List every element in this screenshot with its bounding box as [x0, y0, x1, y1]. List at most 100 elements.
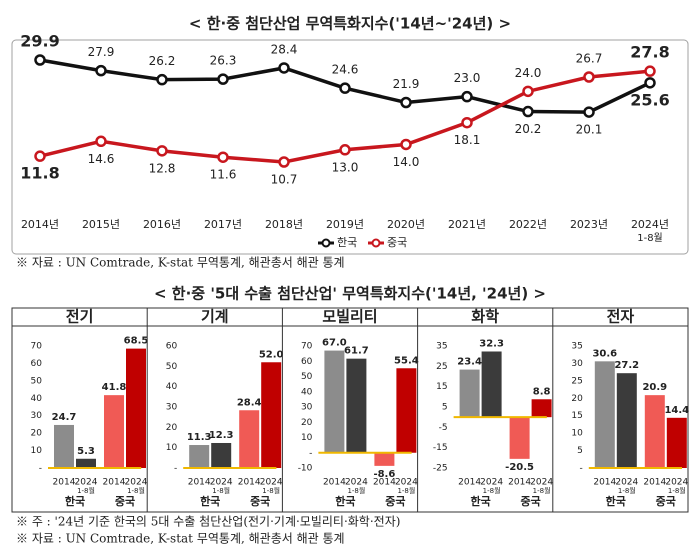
top-source: ※ 자료 : UN Comtrade, K-stat 무역통계, 해관총서 해관… [16, 256, 345, 270]
x-note: 1-8월 [483, 486, 501, 495]
data-label: 27.8 [630, 43, 669, 62]
y-tick-label: -5 [439, 423, 448, 433]
x-tick-label: 2014 [593, 478, 616, 488]
y-tick-label: 60 [166, 342, 178, 352]
y-tick-label: - [309, 448, 312, 458]
point [34, 150, 46, 162]
y-tick-label: 5 [577, 446, 583, 456]
x-note: 1-8월 [668, 486, 686, 495]
data-label: 28.4 [271, 42, 298, 56]
group-label: 중국 [385, 495, 405, 508]
bar [239, 410, 260, 468]
x-tick-label: 2014 [643, 478, 666, 488]
y-tick-label: 50 [301, 372, 313, 382]
point [400, 138, 412, 151]
data-label: 11.6 [210, 168, 237, 182]
x-note: 1-8월 [127, 486, 145, 495]
x-note: 1-8월 [533, 486, 551, 495]
data-label: 23.4 [457, 357, 482, 368]
point [217, 73, 229, 85]
point [644, 77, 656, 89]
point [34, 54, 46, 66]
y-tick-label: 50 [166, 362, 178, 372]
group-label: 한국 [65, 494, 85, 508]
y-tick-label: 70 [31, 342, 43, 352]
x-tick-label: 2014 [103, 478, 126, 488]
group-label: 중국 [250, 495, 270, 508]
bar [594, 361, 615, 468]
y-tick-label: - [39, 464, 42, 474]
y-tick-label: -25 [433, 464, 448, 474]
y-tick-label: 20 [166, 423, 178, 433]
x-tick-label: 2014 [508, 478, 531, 488]
bar [104, 395, 124, 468]
bottom-source: ※ 자료 : UN Comtrade, K-stat 무역통계, 해관총서 해관… [16, 532, 345, 546]
y-tick-label: 35 [571, 342, 582, 352]
y-tick-label: 10 [31, 446, 43, 456]
group-label: 한국 [470, 494, 490, 508]
x-note: 1-8월 [397, 486, 415, 495]
bar [76, 458, 96, 468]
y-tick-label: 40 [166, 382, 178, 392]
point [461, 116, 473, 129]
x-note: 1-8월 [637, 232, 663, 244]
bar [261, 362, 282, 468]
y-tick-label: 15 [571, 411, 582, 421]
y-tick-label: 60 [301, 357, 313, 367]
y-tick-label: 10 [166, 443, 178, 453]
x-tick-label: 2014 [238, 478, 261, 488]
x-tick-label: 2019년 [326, 218, 364, 231]
y-tick-label: 5 [442, 403, 448, 413]
bar [374, 452, 395, 466]
data-label: 26.7 [576, 52, 603, 66]
point [278, 156, 290, 168]
data-label: 27.2 [614, 360, 639, 371]
x-tick-label: 2014 [458, 478, 481, 488]
y-tick-label: -15 [433, 443, 448, 453]
x-tick-label: 2016년 [143, 218, 181, 231]
data-label: 10.7 [271, 173, 298, 187]
x-tick-label: 2024 [345, 478, 368, 488]
legend-label: 한국 [337, 236, 357, 249]
data-label: -8.6 [373, 469, 395, 480]
x-tick-label: 2022년 [509, 218, 547, 231]
data-label: 20.2 [515, 122, 542, 136]
point [339, 82, 351, 94]
x-tick-label: 2024 [75, 478, 98, 488]
legend-label: 중국 [387, 236, 407, 249]
bar [211, 442, 232, 468]
x-note: 1-8월 [347, 486, 365, 495]
panel-title: 기계 [201, 308, 229, 326]
point [522, 105, 534, 118]
x-tick-label: 2024 [480, 478, 503, 488]
panel-title: 전자 [607, 308, 635, 326]
x-tick-label: 2024 [260, 478, 283, 488]
bar [509, 417, 530, 459]
legend-marker [371, 238, 381, 248]
x-tick-label: 2024 [665, 478, 688, 488]
data-label: 5.3 [77, 446, 95, 457]
bar [666, 417, 687, 468]
x-tick-label: 2023년 [570, 218, 608, 231]
data-label: 20.1 [576, 123, 603, 137]
y-tick-label: 15 [436, 382, 447, 392]
point [95, 135, 107, 148]
data-label: 32.3 [479, 338, 504, 349]
top-title: < 한·중 첨단산업 무역특화지수('14년~'24년) > [189, 15, 511, 33]
bottom-note: ※ 주 : '24년 기준 한국의 5대 수출 첨단산업(전기·기계·모빌리티·… [16, 515, 400, 529]
data-label: -20.5 [505, 462, 534, 473]
x-tick-label: 2014 [53, 478, 76, 488]
group-label: 한국 [606, 494, 626, 508]
y-tick-label: 40 [31, 394, 43, 404]
x-tick-label: 2017년 [204, 218, 242, 231]
bar [481, 351, 502, 418]
x-tick-label: 2024 [615, 478, 638, 488]
y-tick-label: 30 [31, 411, 43, 421]
bar [644, 395, 665, 468]
bar [346, 358, 367, 453]
point [217, 151, 229, 163]
data-label: 12.3 [209, 430, 234, 441]
data-label: 14.0 [393, 155, 420, 169]
point [522, 85, 534, 98]
